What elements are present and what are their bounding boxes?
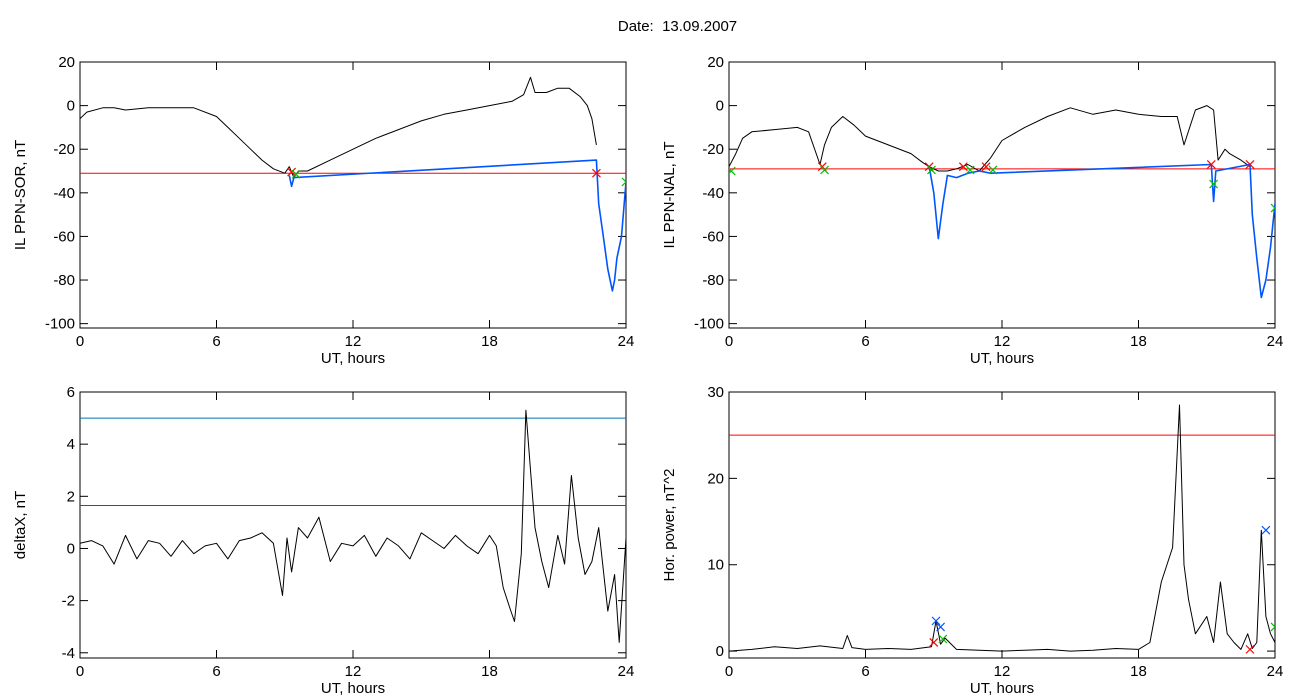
chart-panel-p4: 0 6 12 18 24 30 20 10 0 UT, hours Hor. power, nT^2 bbox=[661, 384, 1283, 697]
series-line bbox=[928, 163, 1275, 299]
event-marker bbox=[287, 167, 296, 177]
plot-frame bbox=[79, 61, 627, 329]
y-tick-label: -100 bbox=[694, 316, 724, 333]
event-marker bbox=[965, 165, 975, 175]
x-tick-label: 6 bbox=[861, 663, 869, 680]
y-tick-label: 30 bbox=[707, 384, 724, 401]
x-tick-label: 6 bbox=[212, 333, 220, 350]
plot-area bbox=[80, 409, 626, 643]
event-marker bbox=[936, 622, 945, 632]
series-line bbox=[729, 105, 1251, 172]
y-tick-label: 0 bbox=[67, 98, 75, 115]
chart-panel-p3: 0 6 12 18 24 6 4 2 0 -2 -4 UT, hours deltaX, nT bbox=[12, 384, 634, 697]
y-tick-label: -60 bbox=[53, 228, 75, 245]
event-marker bbox=[1209, 179, 1218, 189]
y-tick-label: 6 bbox=[67, 384, 75, 401]
x-tick-label: 24 bbox=[618, 663, 635, 680]
y-tick-label: 0 bbox=[716, 643, 724, 660]
y-tick-label: 20 bbox=[58, 54, 75, 71]
title-label: Date: bbox=[617, 18, 654, 35]
y-tick-label: 0 bbox=[716, 98, 724, 115]
y-tick-label: -80 bbox=[702, 272, 724, 289]
event-marker bbox=[1245, 644, 1255, 654]
y-tick-label: -100 bbox=[45, 316, 75, 333]
y-tick-label: 2 bbox=[67, 488, 75, 505]
plot-frame bbox=[728, 391, 1276, 659]
y-tick-label: 4 bbox=[67, 436, 75, 453]
x-tick-label: 6 bbox=[861, 333, 869, 350]
event-marker bbox=[621, 177, 626, 187]
event-marker bbox=[958, 162, 968, 172]
event-marker bbox=[592, 168, 601, 178]
y-tick-label: -40 bbox=[702, 185, 724, 202]
series-line bbox=[288, 159, 626, 292]
event-marker bbox=[729, 166, 736, 176]
x-tick-label: 0 bbox=[725, 333, 733, 350]
chart-panel-p1: 0 6 12 18 24 20 0 -20 -40 -60 -80 -100 UT, hours IL P… bbox=[12, 54, 634, 367]
x-tick-label: 18 bbox=[1130, 333, 1147, 350]
event-marker bbox=[938, 634, 948, 644]
x-tick-label: 24 bbox=[1267, 333, 1284, 350]
y-axis-title: IL PPN-NAL, nT bbox=[661, 142, 678, 249]
y-tick-label: -80 bbox=[53, 272, 75, 289]
y-tick-label: -4 bbox=[62, 645, 75, 662]
x-tick-label: 0 bbox=[725, 663, 733, 680]
y-axis-title: IL PPN-SOR, nT bbox=[12, 140, 29, 250]
x-tick-label: 24 bbox=[1267, 663, 1284, 680]
event-marker bbox=[929, 638, 939, 647]
series-line bbox=[80, 409, 626, 643]
event-marker bbox=[988, 165, 998, 175]
y-tick-label: 20 bbox=[707, 470, 724, 487]
x-tick-label: 18 bbox=[481, 663, 498, 680]
title-date: 13.09.2007 bbox=[662, 18, 738, 35]
x-axis-title: UT, hours bbox=[970, 350, 1034, 367]
x-tick-label: 24 bbox=[618, 333, 635, 350]
x-tick-label: 6 bbox=[212, 663, 220, 680]
event-marker bbox=[820, 165, 829, 175]
plot-area bbox=[729, 404, 1275, 654]
y-tick-label: -20 bbox=[702, 141, 724, 158]
event-marker bbox=[1270, 622, 1275, 632]
y-tick-label: 20 bbox=[707, 54, 724, 71]
y-tick-label: -2 bbox=[62, 593, 75, 610]
y-tick-label: -40 bbox=[53, 185, 75, 202]
x-axis-title: UT, hours bbox=[321, 680, 385, 697]
x-tick-label: 12 bbox=[994, 333, 1011, 350]
y-tick-label: 0 bbox=[67, 540, 75, 557]
x-tick-label: 0 bbox=[76, 333, 84, 350]
y-tick-label: -20 bbox=[53, 141, 75, 158]
series-line bbox=[729, 404, 1275, 652]
series-line bbox=[80, 76, 597, 179]
event-marker bbox=[1206, 160, 1216, 169]
figure-title: Date: 13.09.2007 bbox=[0, 18, 1300, 35]
event-marker bbox=[291, 169, 301, 179]
x-tick-label: 18 bbox=[1130, 663, 1147, 680]
x-tick-label: 0 bbox=[76, 663, 84, 680]
x-tick-label: 12 bbox=[994, 663, 1011, 680]
event-marker bbox=[1245, 160, 1255, 169]
event-marker bbox=[981, 162, 991, 172]
plot-area bbox=[729, 105, 1275, 299]
x-tick-label: 12 bbox=[345, 333, 362, 350]
y-axis-title: Hor. power, nT^2 bbox=[661, 469, 678, 582]
y-tick-label: 10 bbox=[707, 557, 724, 574]
event-marker bbox=[1261, 525, 1271, 535]
event-marker bbox=[927, 165, 936, 175]
event-marker bbox=[1270, 203, 1275, 213]
plot-frame bbox=[728, 61, 1276, 329]
plot-area bbox=[80, 76, 626, 292]
x-tick-label: 12 bbox=[345, 663, 362, 680]
y-axis-title: deltaX, nT bbox=[12, 491, 29, 559]
chart-panel-p2: 0 6 12 18 24 20 0 -20 -40 -60 -80 -100 UT, hours IL P… bbox=[661, 54, 1283, 367]
x-axis-title: UT, hours bbox=[970, 680, 1034, 697]
plot-frame bbox=[79, 391, 627, 659]
event-marker bbox=[931, 616, 941, 626]
x-axis-title: UT, hours bbox=[321, 350, 385, 367]
y-tick-label: -60 bbox=[702, 228, 724, 245]
x-tick-label: 18 bbox=[481, 333, 498, 350]
